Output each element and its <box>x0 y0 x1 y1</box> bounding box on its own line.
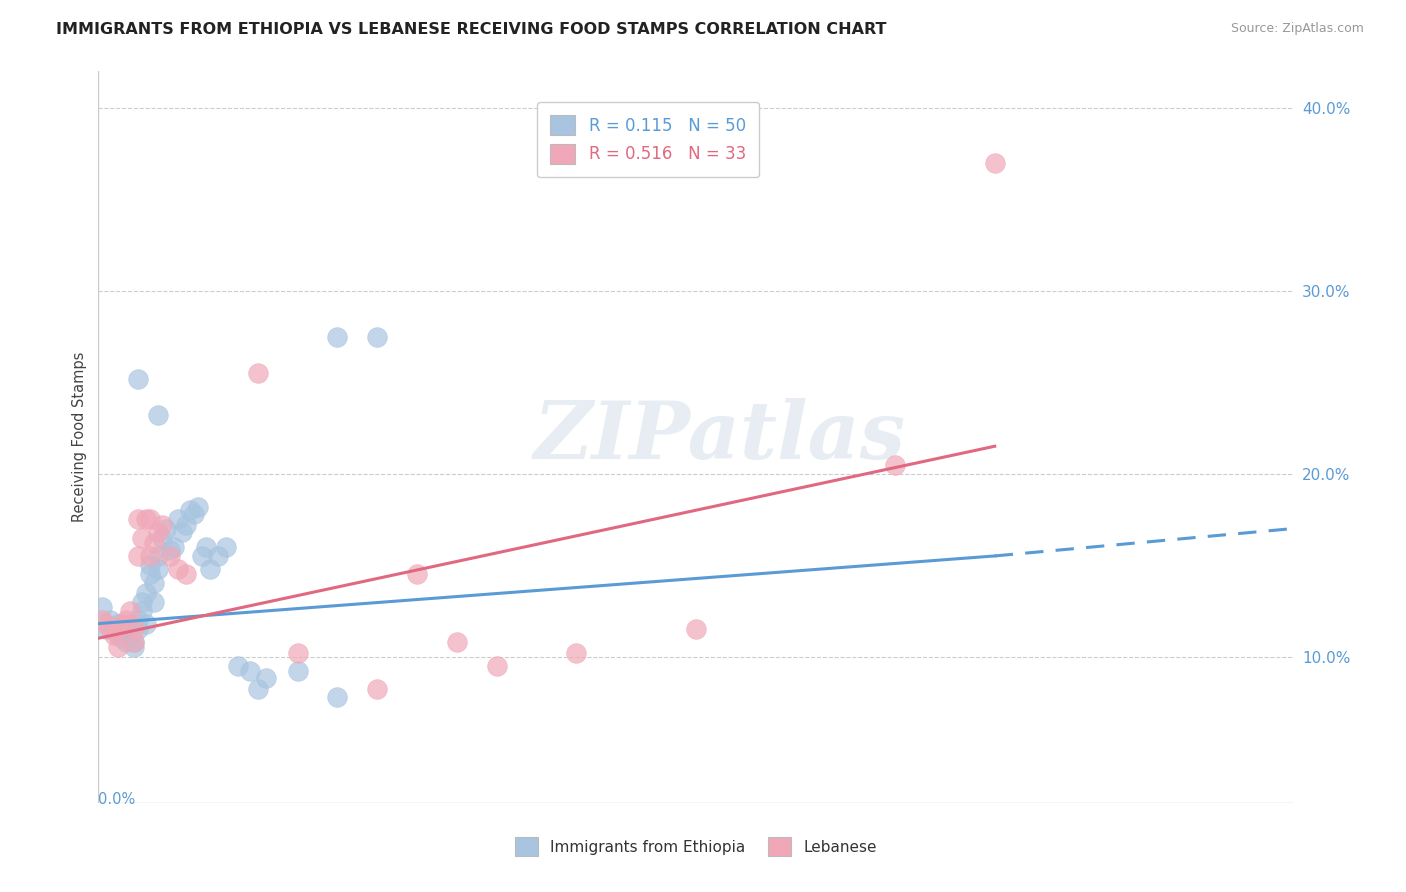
Text: 0.0%: 0.0% <box>98 792 135 807</box>
Point <box>124 640 146 655</box>
Point <box>139 558 162 573</box>
Point <box>143 536 166 550</box>
Point <box>135 512 157 526</box>
Point <box>148 525 170 540</box>
Point <box>131 531 153 545</box>
Point <box>98 613 122 627</box>
Point <box>143 594 166 608</box>
Point <box>159 543 181 558</box>
Point <box>107 640 129 655</box>
Point <box>127 371 149 385</box>
Point <box>115 613 138 627</box>
Point <box>254 672 277 686</box>
Point <box>107 616 129 631</box>
Point <box>96 622 118 636</box>
Point <box>366 682 388 697</box>
Point <box>91 613 114 627</box>
Point <box>187 500 209 514</box>
Point <box>143 576 166 591</box>
Point <box>111 616 134 631</box>
Point <box>155 521 177 535</box>
Point <box>98 622 122 636</box>
Point <box>884 458 907 472</box>
Point <box>565 646 588 660</box>
Point <box>127 549 149 563</box>
Point <box>96 616 118 631</box>
Point <box>326 690 349 704</box>
Legend: Immigrants from Ethiopia, Lebanese: Immigrants from Ethiopia, Lebanese <box>503 825 889 868</box>
Point <box>115 635 138 649</box>
Point <box>135 616 157 631</box>
Point <box>103 622 125 636</box>
Point <box>107 627 129 641</box>
Point <box>183 507 205 521</box>
Point <box>485 658 508 673</box>
Point <box>172 525 194 540</box>
Point <box>148 562 170 576</box>
Point <box>139 512 162 526</box>
Point <box>984 156 1007 170</box>
Point <box>131 604 153 618</box>
Point <box>246 682 269 697</box>
Point <box>174 517 197 532</box>
Point <box>139 567 162 582</box>
Point <box>127 512 149 526</box>
Point <box>179 503 201 517</box>
Y-axis label: Receiving Food Stamps: Receiving Food Stamps <box>72 351 87 523</box>
Point <box>167 512 190 526</box>
Point <box>107 622 129 636</box>
Point <box>124 622 146 636</box>
Point <box>239 664 262 678</box>
Point <box>198 562 221 576</box>
Point <box>120 627 142 641</box>
Point <box>115 622 138 636</box>
Point <box>366 329 388 343</box>
Point <box>174 567 197 582</box>
Point <box>191 549 214 563</box>
Point <box>195 540 218 554</box>
Point <box>287 646 309 660</box>
Point <box>685 622 707 636</box>
Point <box>148 408 170 422</box>
Text: Source: ZipAtlas.com: Source: ZipAtlas.com <box>1230 22 1364 36</box>
Point <box>406 567 429 582</box>
Point <box>159 549 181 563</box>
Point <box>127 613 149 627</box>
Point <box>326 329 349 343</box>
Point <box>226 658 249 673</box>
Point <box>120 616 142 631</box>
Point <box>148 549 170 563</box>
Point <box>167 562 190 576</box>
Point <box>127 622 149 636</box>
Point <box>163 540 186 554</box>
Point <box>215 540 238 554</box>
Point <box>103 627 125 641</box>
Point <box>124 635 146 649</box>
Point <box>91 600 114 615</box>
Text: IMMIGRANTS FROM ETHIOPIA VS LEBANESE RECEIVING FOOD STAMPS CORRELATION CHART: IMMIGRANTS FROM ETHIOPIA VS LEBANESE REC… <box>56 22 887 37</box>
Point <box>246 366 269 380</box>
Point <box>207 549 229 563</box>
Point <box>111 632 134 646</box>
Point <box>124 635 146 649</box>
Point <box>135 585 157 599</box>
Point <box>120 604 142 618</box>
Point <box>131 594 153 608</box>
Point <box>150 531 173 545</box>
Text: ZIPatlas: ZIPatlas <box>534 399 905 475</box>
Point <box>446 635 468 649</box>
Point <box>139 549 162 563</box>
Point <box>150 517 173 532</box>
Point <box>287 664 309 678</box>
